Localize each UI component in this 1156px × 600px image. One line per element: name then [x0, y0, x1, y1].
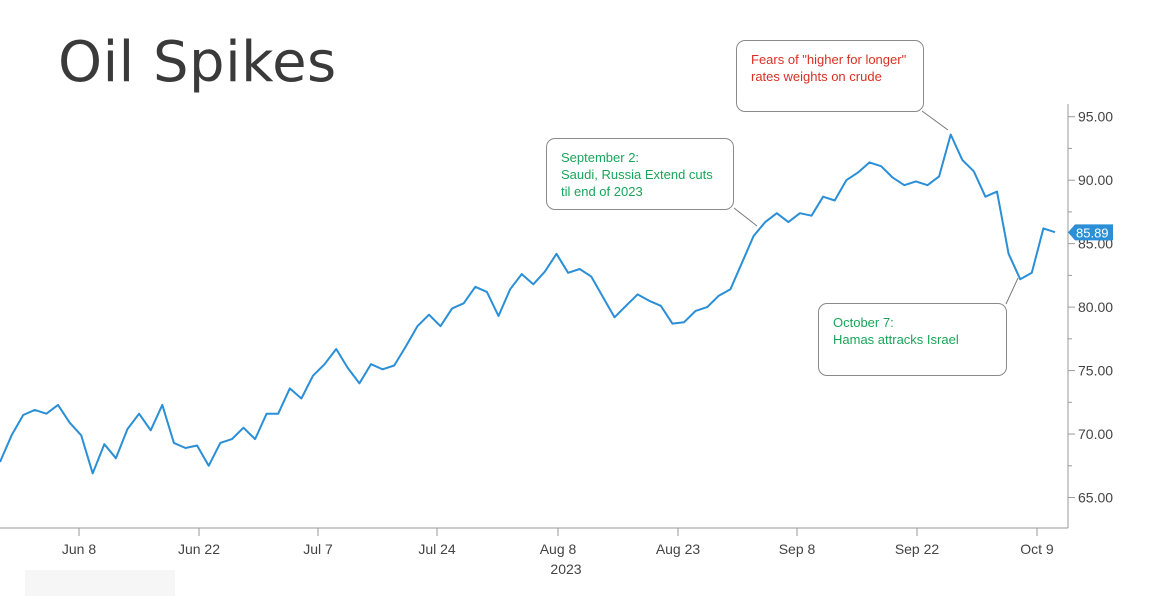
annotation-line: Hamas attracks Israel [833, 332, 959, 347]
last-price-tag: 85.89 [1068, 224, 1113, 241]
y-tick-label: 70.00 [1078, 426, 1113, 442]
annotation-line: October 7: [833, 315, 894, 330]
watermark-blur [25, 570, 175, 596]
x-tick-label: Oct 9 [1020, 541, 1054, 557]
x-tick-label: Jun 8 [62, 541, 96, 557]
x-axis-label: 2023 [550, 561, 581, 577]
annotation-line: September 2: [561, 150, 640, 165]
annotation-connectors [733, 110, 1019, 305]
x-tick-label: Jun 22 [178, 541, 220, 557]
annotation-line: Saudi, Russia Extend cuts [561, 167, 713, 182]
x-tick-label: Aug 8 [540, 541, 577, 557]
y-tick-label: 75.00 [1078, 363, 1113, 379]
y-tick-label: 95.00 [1078, 109, 1113, 125]
x-tick-label: Jul 7 [303, 541, 333, 557]
page-title: Oil Spikes [58, 30, 337, 95]
y-tick-label: 80.00 [1078, 299, 1113, 315]
annotation-saudi-russia-cuts: September 2: Saudi, Russia Extend cuts t… [546, 138, 734, 210]
annotation-line: rates weights on crude [751, 69, 882, 84]
y-tick-label: 90.00 [1078, 172, 1113, 188]
x-tick-label: Sep 22 [895, 541, 940, 557]
last-price-label: 85.89 [1076, 225, 1109, 240]
x-tick-label: Jul 24 [418, 541, 456, 557]
annotation-hamas-attack: October 7: Hamas attracks Israel [818, 303, 1007, 376]
y-tick-label: 65.00 [1078, 490, 1113, 506]
annotation-line: Fears of "higher for longer" [751, 52, 907, 67]
x-tick-label: Aug 23 [656, 541, 701, 557]
annotation-higher-for-longer: Fears of "higher for longer" rates weigh… [736, 40, 924, 112]
annotation-line: til end of 2023 [561, 184, 643, 199]
annotation-connector [733, 207, 758, 227]
annotation-connector [921, 110, 949, 131]
annotation-connector [1005, 277, 1019, 305]
series-line [0, 133, 1056, 475]
x-tick-label: Sep 8 [779, 541, 816, 557]
last-price-badge [1068, 224, 1113, 241]
